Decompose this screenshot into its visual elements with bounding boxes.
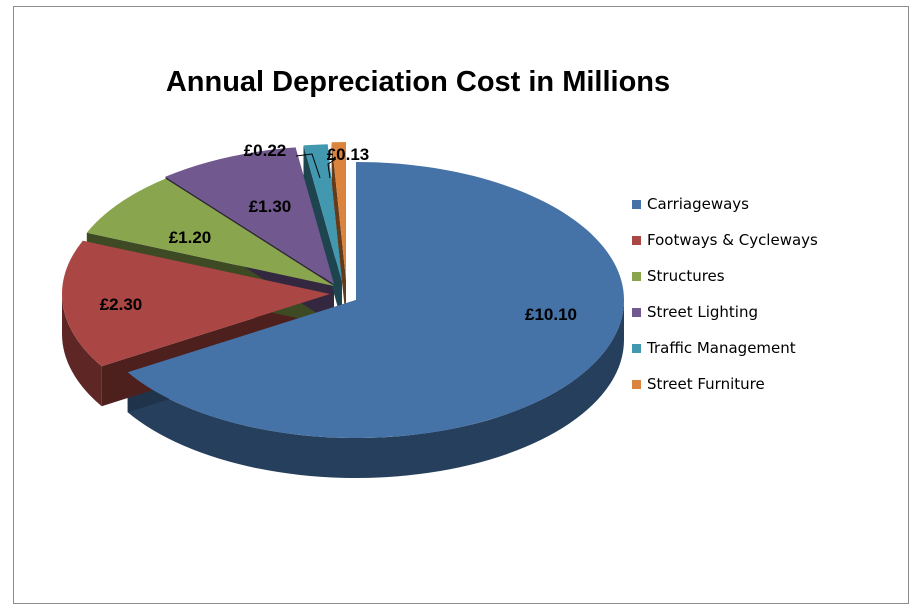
legend-swatch xyxy=(632,235,641,245)
slice-structures[interactable] xyxy=(86,178,334,286)
slice-traffic-management[interactable] xyxy=(303,144,342,282)
legend-swatch xyxy=(632,343,641,353)
chart-title: Annual Depreciation Cost in Millions xyxy=(165,66,671,98)
slice-side-footways-cycleways xyxy=(62,294,102,407)
data-label-footways-cycleways: £2.30 xyxy=(100,295,143,314)
legend-label: Street Furniture xyxy=(647,375,765,393)
legend-swatch xyxy=(632,199,641,209)
legend-item-footways-cycleways[interactable]: Footways & Cycleways xyxy=(632,222,818,258)
legend-label: Street Lighting xyxy=(647,303,758,321)
data-label-structures: £1.20 xyxy=(169,228,212,247)
slice-side-street-furniture-cut-0 xyxy=(331,142,346,320)
slice-footways-cycleways[interactable] xyxy=(62,240,330,367)
legend-label: Traffic Management xyxy=(647,339,796,357)
legend-swatch xyxy=(632,307,641,317)
legend-label: Footways & Cycleways xyxy=(647,231,818,249)
legend-item-carriageways[interactable]: Carriageways xyxy=(632,186,818,222)
leader-line-traffic-management xyxy=(295,153,321,179)
legend-swatch xyxy=(632,271,641,281)
slice-side-carriageways xyxy=(127,300,625,478)
legend-swatch xyxy=(632,379,641,389)
legend-item-structures[interactable]: Structures xyxy=(632,258,818,294)
slice-side-traffic-management-cut-0 xyxy=(303,145,342,322)
data-label-carriageways: £10.10 xyxy=(525,305,577,324)
data-label-traffic-management: £0.22 xyxy=(244,141,287,160)
legend-item-traffic-management[interactable]: Traffic Management xyxy=(632,330,818,366)
legend-item-street-lighting[interactable]: Street Lighting xyxy=(632,294,818,330)
slice-street-furniture[interactable] xyxy=(331,142,346,280)
data-label-street-lighting: £1.30 xyxy=(249,197,292,216)
chart-legend: Carriageways Footways & Cycleways Structur… xyxy=(632,186,818,402)
legend-item-street-furniture[interactable]: Street Furniture xyxy=(632,366,818,402)
legend-label: Structures xyxy=(647,267,725,285)
slice-street-lighting[interactable] xyxy=(165,147,334,284)
leader-line-street-furniture xyxy=(327,158,337,179)
legend-label: Carriageways xyxy=(647,195,749,213)
slice-carriageways[interactable] xyxy=(127,162,624,439)
data-label-street-furniture: £0.13 xyxy=(327,145,370,164)
